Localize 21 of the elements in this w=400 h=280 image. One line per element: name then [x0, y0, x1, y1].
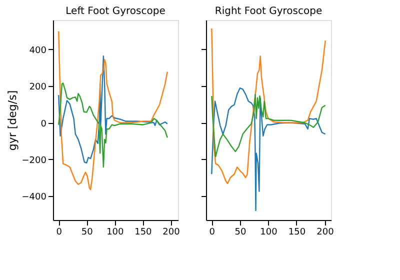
- chart-title: Left Foot Gyroscope: [66, 6, 166, 17]
- x-tick-label: 0: [56, 228, 62, 238]
- y-tick-label: 400: [29, 46, 47, 56]
- x-tick-label: 100: [106, 228, 124, 238]
- x-tick-label: 50: [81, 228, 94, 238]
- y-tick-label: 0: [40, 119, 47, 130]
- x-tick-label: 150: [288, 228, 306, 238]
- y-tick-label: 200: [29, 82, 47, 93]
- chart-title: Right Foot Gyroscope: [214, 6, 322, 17]
- x-tick-label: 200: [162, 228, 180, 238]
- y-axis-title: gyr [deg/s]: [6, 90, 19, 151]
- y-tick-label: −400: [22, 192, 47, 203]
- line-series: [58, 82, 168, 168]
- line-series: [58, 30, 168, 190]
- x-tick-label: 100: [260, 228, 278, 238]
- x-tick-label: 0: [209, 228, 216, 238]
- line-series: [58, 56, 168, 164]
- x-tick-label: 150: [134, 228, 152, 238]
- y-tick-label: −200: [22, 156, 47, 166]
- x-tick-label: 50: [234, 228, 246, 238]
- x-tick-label: 200: [316, 228, 334, 238]
